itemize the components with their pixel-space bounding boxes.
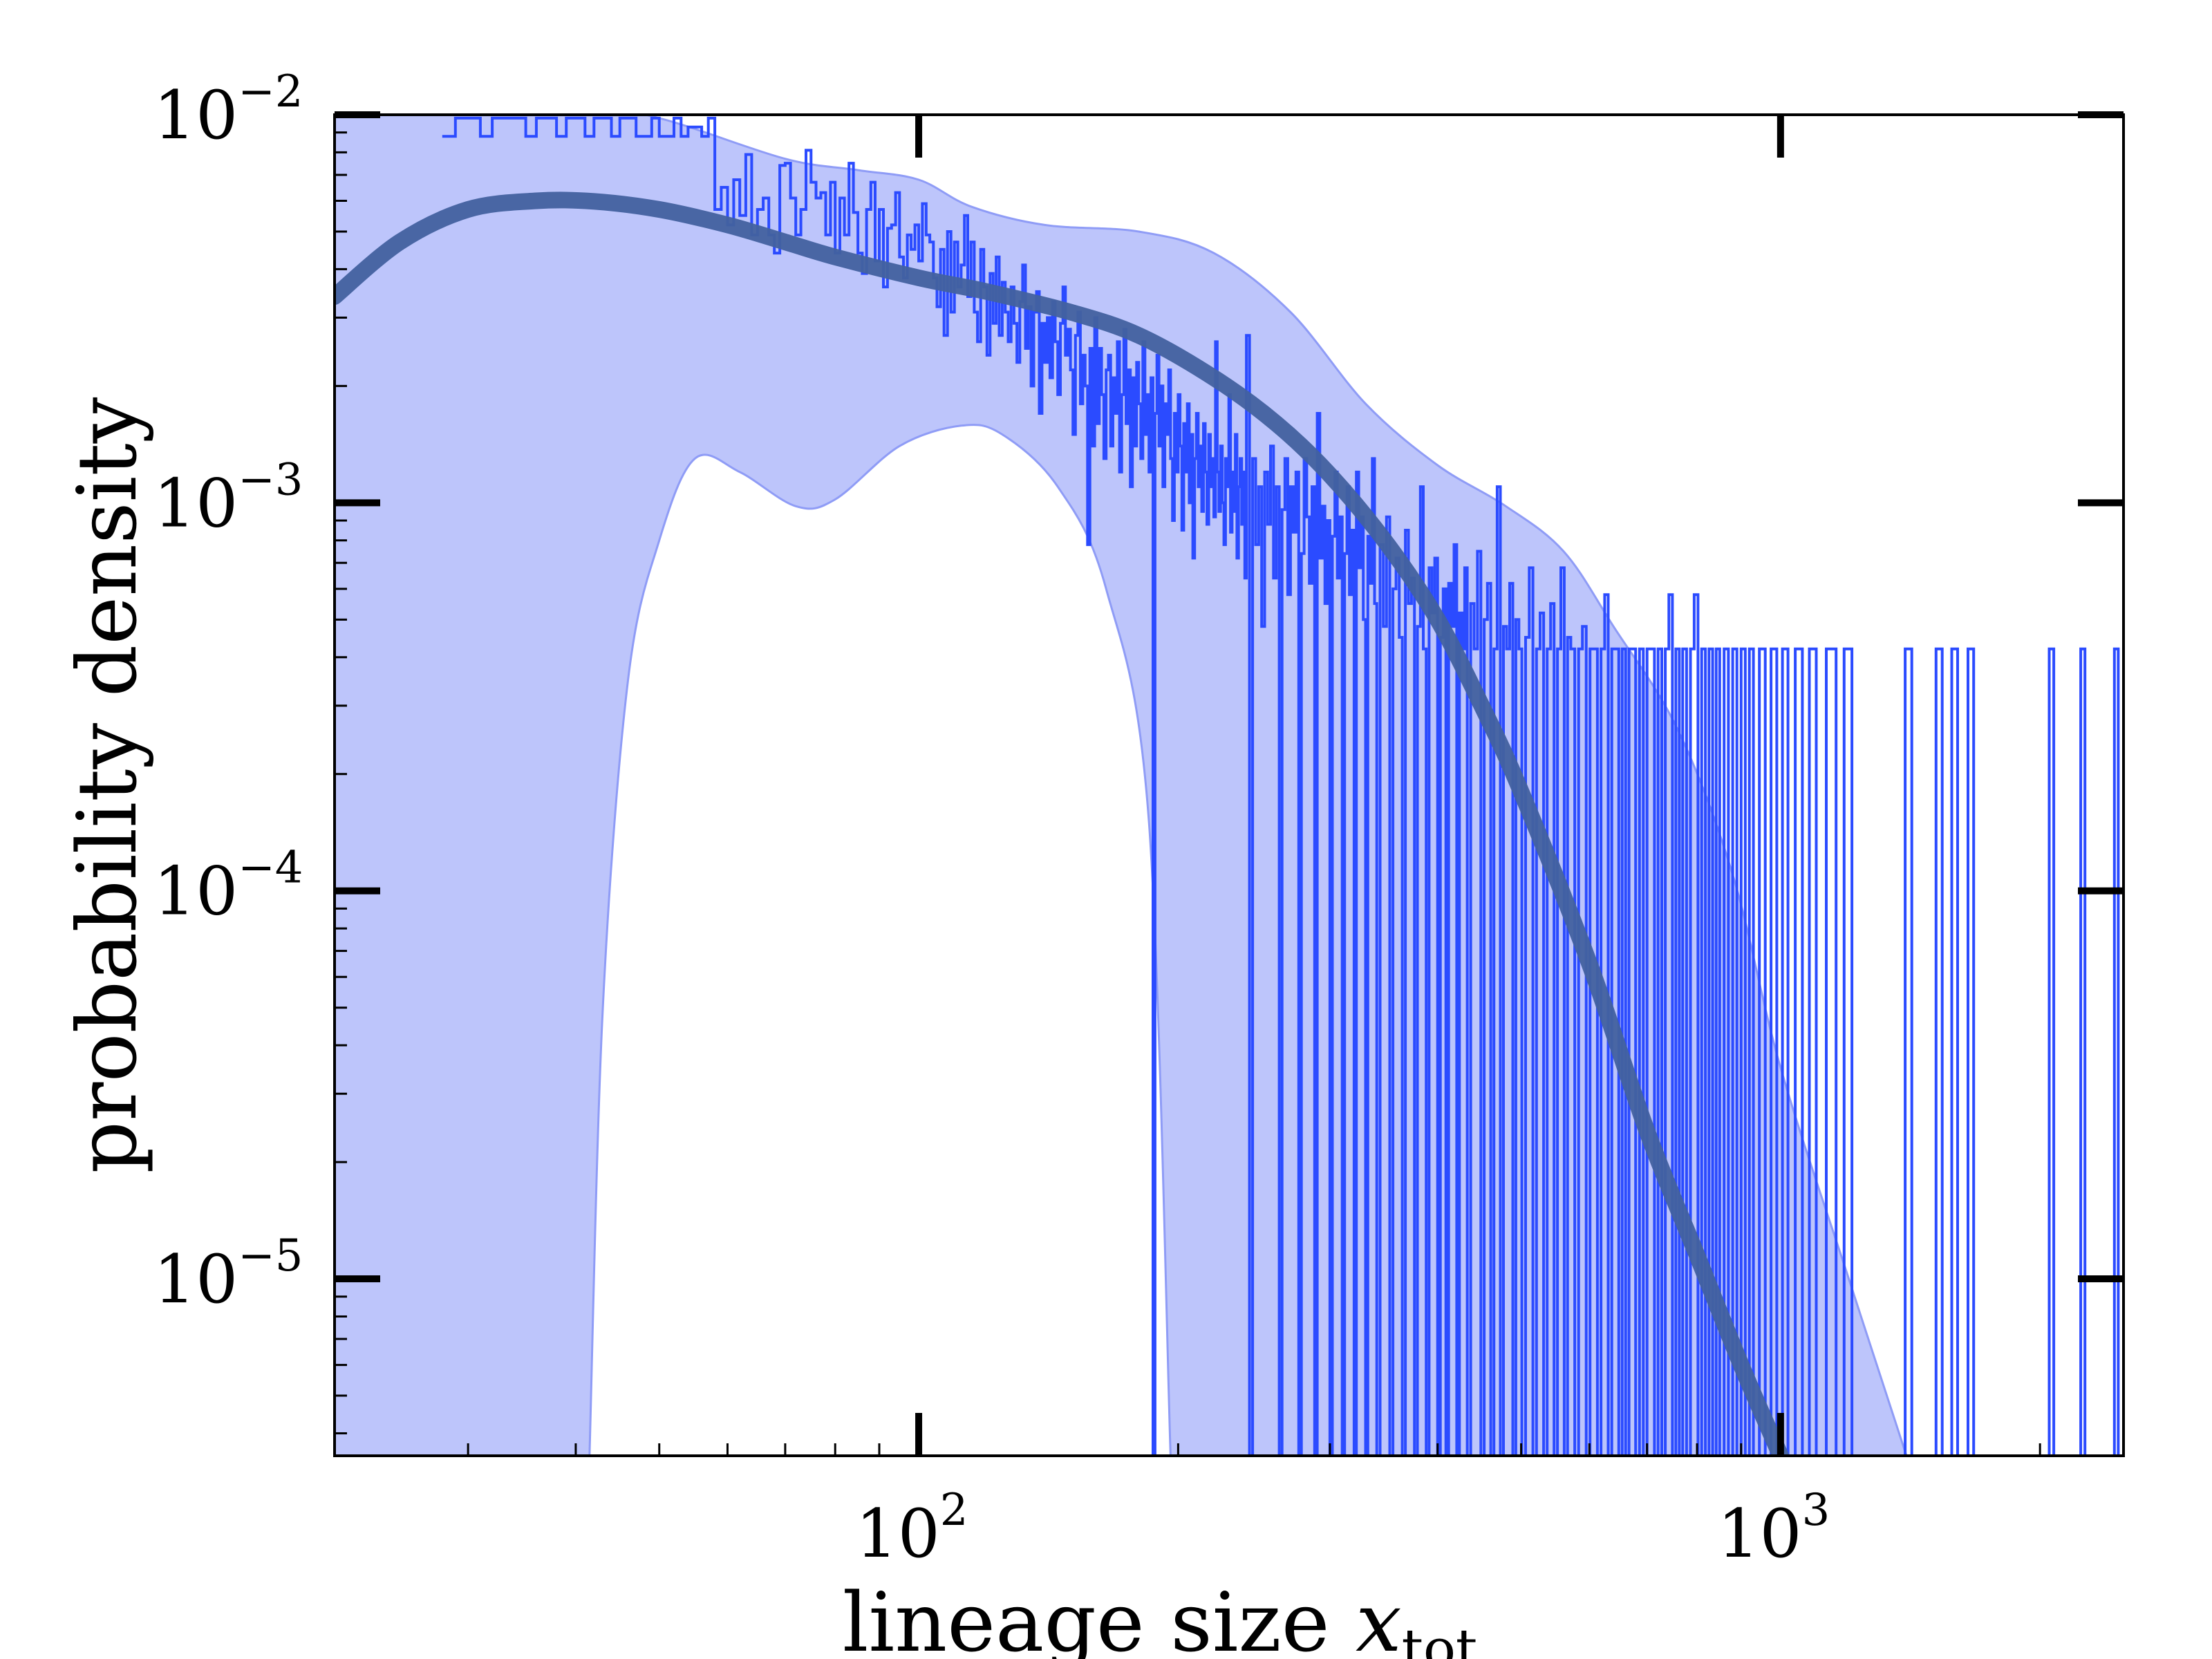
x-axis-label-text: lineage size [843, 1575, 1356, 1659]
tick-labels: 102 103 10−2 10−3 10−4 10−5 [153, 66, 1830, 1573]
x-tick-label: 102 [856, 1485, 968, 1573]
x-tick-label: 103 [1717, 1485, 1830, 1573]
y-tick-label: 10−4 [153, 843, 303, 930]
x-axis-label-subscript: tot [1402, 1618, 1478, 1659]
confidence-band-gap [588, 424, 1172, 1456]
plot-frame [333, 113, 2125, 1457]
histogram-series [442, 116, 2124, 1456]
plot-area [335, 115, 2124, 1456]
y-tick-label: 10−5 [153, 1230, 303, 1318]
x-axis-label: lineage size xtot [843, 1575, 1478, 1659]
y-axis-label: probability density [59, 397, 155, 1173]
x-axis-label-variable: x [1356, 1575, 1402, 1659]
fit-curve [335, 191, 1789, 1456]
y-tick-label: 10−3 [153, 454, 303, 542]
y-tick-label: 10−2 [153, 66, 303, 154]
